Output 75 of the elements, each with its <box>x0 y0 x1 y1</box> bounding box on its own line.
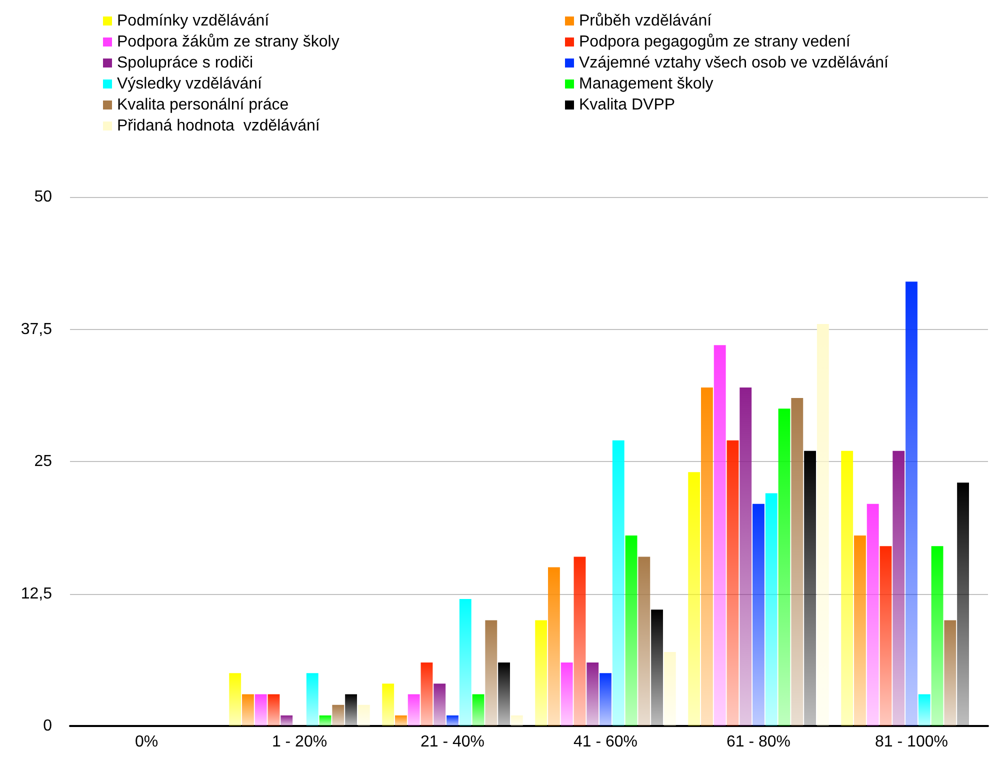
bar <box>485 620 498 726</box>
bar <box>740 387 752 726</box>
legend-label: Průběh vzdělávání <box>579 12 712 30</box>
legend-label: Podpora žákům ze strany školy <box>117 34 340 50</box>
legend-label: Podpora pegagogům ze strany vedení <box>579 34 851 50</box>
bar <box>854 536 866 726</box>
bar <box>586 662 599 726</box>
bar <box>280 715 293 726</box>
bar <box>931 546 944 726</box>
bar <box>714 345 726 726</box>
bar <box>600 673 612 726</box>
bar <box>892 450 905 726</box>
bar <box>560 662 573 726</box>
bar <box>459 599 472 726</box>
y-tick-label: 25 <box>34 453 52 470</box>
y-tick-label: 0 <box>43 718 52 734</box>
y-tick-label: 50 <box>34 188 52 206</box>
legend-label: Přidaná hodnota vzdělávání <box>117 118 320 134</box>
y-tick-label: 37,5 <box>20 320 52 338</box>
bar <box>242 694 254 726</box>
bar <box>726 440 739 726</box>
bar <box>638 556 650 726</box>
bar <box>332 704 344 726</box>
bar <box>651 610 663 726</box>
bar <box>701 387 713 726</box>
bar <box>918 694 930 726</box>
bar <box>229 673 242 726</box>
legend-label: Kvalita DVPP <box>579 96 676 114</box>
x-tick-label: 1 - 20% <box>272 734 328 750</box>
bar <box>791 398 804 726</box>
bar <box>957 482 969 726</box>
bar <box>816 324 829 726</box>
bar <box>535 620 548 726</box>
bar <box>446 715 458 726</box>
bar <box>395 715 407 726</box>
bar <box>841 450 854 726</box>
bar <box>778 408 790 726</box>
x-tick-label: 0% <box>134 734 158 750</box>
y-tick-label: 12,5 <box>20 585 52 602</box>
x-tick-label: 61 - 80% <box>726 734 791 750</box>
bar <box>688 472 700 726</box>
bar <box>345 694 357 726</box>
bar <box>254 694 267 726</box>
bar <box>574 556 586 726</box>
bar <box>472 694 484 726</box>
legend-label: Management školy <box>579 76 714 92</box>
legend-label: Vzájemné vztahy všech osob ve vzdělávání <box>579 54 890 72</box>
bar <box>880 546 892 726</box>
bar <box>420 662 433 726</box>
bar <box>866 504 879 726</box>
x-tick-label: 81 - 100% <box>875 734 948 750</box>
bar <box>319 715 332 726</box>
legend-label: Podmínky vzdělávání <box>117 12 270 30</box>
x-tick-label: 41 - 60% <box>573 734 638 750</box>
bar <box>434 684 446 726</box>
bar <box>548 567 560 726</box>
bar <box>944 620 956 726</box>
bar <box>358 704 370 726</box>
bar <box>382 684 394 726</box>
bar <box>752 504 764 726</box>
legend-label: Spolupráce s rodiči <box>117 54 254 72</box>
bar <box>498 662 510 726</box>
bar <box>765 493 778 726</box>
bar <box>510 715 523 726</box>
bar <box>804 450 816 726</box>
bar <box>306 673 318 726</box>
legend-label: Kvalita personální práce <box>117 96 289 114</box>
bar <box>906 282 918 726</box>
bar <box>625 536 638 726</box>
legend-label: Výsledky vzdělávání <box>117 76 263 92</box>
bar <box>408 694 420 726</box>
bar <box>612 440 624 726</box>
bar <box>268 694 280 726</box>
bar <box>664 652 676 726</box>
x-tick-label: 21 - 40% <box>420 734 485 750</box>
